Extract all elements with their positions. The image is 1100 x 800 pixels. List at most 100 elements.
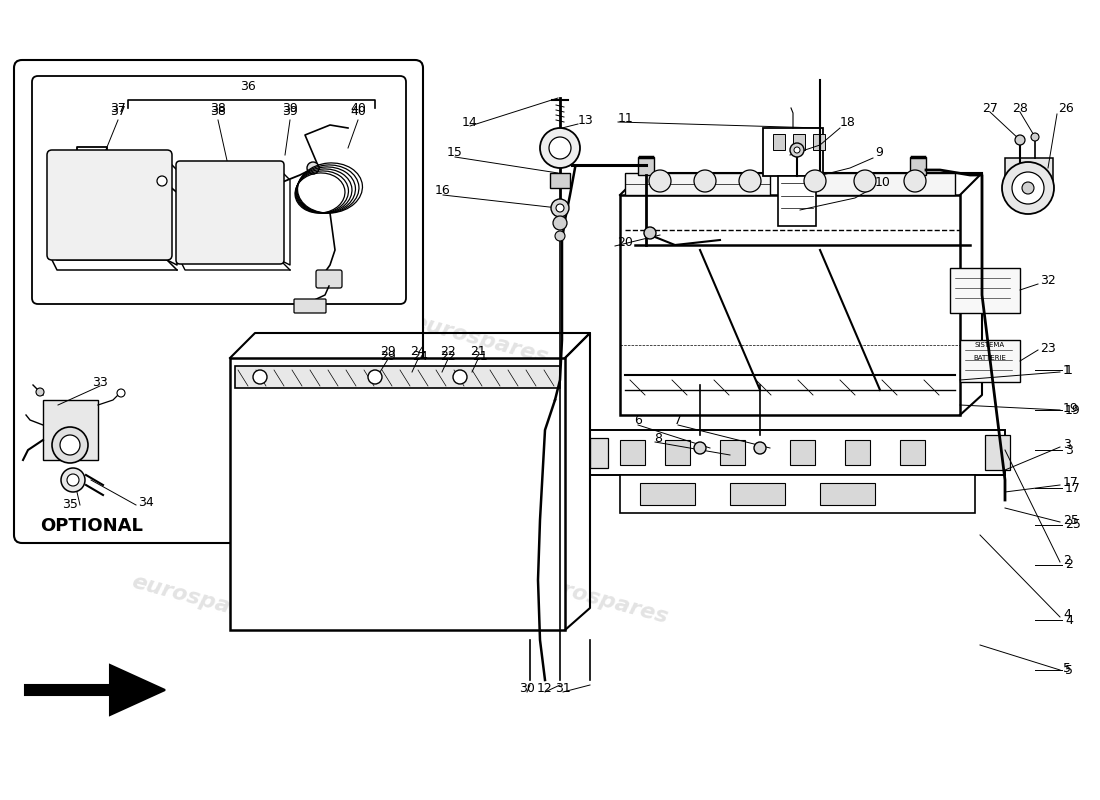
Text: 2: 2 — [1063, 554, 1071, 566]
Text: 2: 2 — [1065, 558, 1072, 571]
Text: 36: 36 — [240, 80, 256, 93]
Text: 29: 29 — [381, 350, 396, 363]
Text: eurospares: eurospares — [130, 572, 271, 628]
Text: 19: 19 — [1063, 402, 1079, 414]
Text: 8: 8 — [654, 431, 662, 445]
Circle shape — [453, 370, 468, 384]
Text: 19: 19 — [1065, 403, 1080, 417]
Circle shape — [694, 442, 706, 454]
Circle shape — [52, 427, 88, 463]
Circle shape — [67, 474, 79, 486]
Bar — [720, 440, 745, 465]
Text: 18: 18 — [840, 115, 856, 129]
Circle shape — [551, 199, 569, 217]
Text: 25: 25 — [1063, 514, 1079, 526]
Text: BATTERIE: BATTERIE — [974, 355, 1006, 361]
Text: 5: 5 — [1063, 662, 1071, 674]
Bar — [773, 134, 785, 150]
Bar — [730, 483, 785, 505]
Bar — [793, 134, 805, 150]
Text: 35: 35 — [62, 498, 78, 511]
Text: 9: 9 — [874, 146, 883, 158]
Bar — [666, 440, 690, 465]
Bar — [778, 176, 816, 226]
Text: 37: 37 — [110, 102, 125, 115]
Circle shape — [739, 170, 761, 192]
Bar — [780, 173, 955, 195]
Text: 29: 29 — [381, 345, 396, 358]
Text: 33: 33 — [92, 375, 108, 389]
Text: 39: 39 — [282, 102, 298, 115]
Text: 14: 14 — [462, 115, 477, 129]
Text: 1: 1 — [1063, 363, 1071, 377]
Circle shape — [253, 370, 267, 384]
Bar — [820, 483, 874, 505]
Text: 40: 40 — [350, 102, 366, 115]
Circle shape — [540, 128, 580, 168]
Bar — [950, 268, 1020, 313]
Circle shape — [754, 442, 766, 454]
FancyBboxPatch shape — [176, 161, 284, 264]
Circle shape — [804, 170, 826, 192]
Text: 28: 28 — [1012, 102, 1027, 114]
Circle shape — [60, 435, 80, 455]
Text: 5: 5 — [1065, 663, 1072, 677]
Text: 6: 6 — [634, 414, 642, 426]
Text: 32: 32 — [1040, 274, 1056, 286]
Text: 38: 38 — [210, 102, 225, 115]
Text: 7: 7 — [674, 414, 682, 426]
Text: 10: 10 — [874, 175, 891, 189]
FancyBboxPatch shape — [47, 150, 172, 260]
Circle shape — [549, 137, 571, 159]
Circle shape — [368, 370, 382, 384]
Bar — [640, 483, 695, 505]
Circle shape — [1012, 172, 1044, 204]
Text: 16: 16 — [436, 183, 451, 197]
Bar — [620, 475, 975, 513]
Text: 4: 4 — [1065, 614, 1072, 626]
Bar — [813, 134, 825, 150]
Bar — [790, 440, 815, 465]
Text: eurospares: eurospares — [409, 312, 551, 368]
Circle shape — [649, 170, 671, 192]
Circle shape — [904, 170, 926, 192]
Text: 38: 38 — [210, 105, 225, 118]
Bar — [845, 440, 870, 465]
Text: 21: 21 — [472, 350, 488, 363]
Text: OPTIONAL: OPTIONAL — [40, 517, 143, 535]
Circle shape — [790, 143, 804, 157]
Text: SISTEMA: SISTEMA — [975, 342, 1005, 348]
Bar — [620, 440, 645, 465]
Circle shape — [1002, 162, 1054, 214]
Text: eurospares: eurospares — [659, 362, 801, 418]
Bar — [910, 157, 926, 175]
Circle shape — [36, 388, 44, 396]
FancyBboxPatch shape — [294, 299, 326, 313]
Bar — [763, 128, 823, 176]
Circle shape — [1031, 133, 1040, 141]
Text: 39: 39 — [282, 105, 298, 118]
Text: 4: 4 — [1063, 609, 1071, 622]
Text: 23: 23 — [1040, 342, 1056, 354]
Bar — [590, 438, 608, 468]
Text: 37: 37 — [110, 105, 125, 118]
Circle shape — [1015, 135, 1025, 145]
Text: 24: 24 — [410, 345, 426, 358]
Bar — [620, 195, 960, 415]
Bar — [1005, 158, 1053, 188]
Text: 3: 3 — [1065, 443, 1072, 457]
Bar — [960, 340, 1020, 382]
Circle shape — [556, 231, 565, 241]
Text: 15: 15 — [447, 146, 463, 158]
Circle shape — [117, 389, 125, 397]
Bar — [235, 366, 560, 388]
Text: 22: 22 — [440, 345, 455, 358]
FancyBboxPatch shape — [316, 270, 342, 288]
Text: 17: 17 — [1065, 482, 1081, 494]
Circle shape — [157, 176, 167, 186]
Text: 31: 31 — [556, 682, 571, 694]
Circle shape — [794, 147, 800, 153]
Text: 40: 40 — [350, 105, 366, 118]
Text: 30: 30 — [519, 682, 535, 694]
Circle shape — [644, 227, 656, 239]
